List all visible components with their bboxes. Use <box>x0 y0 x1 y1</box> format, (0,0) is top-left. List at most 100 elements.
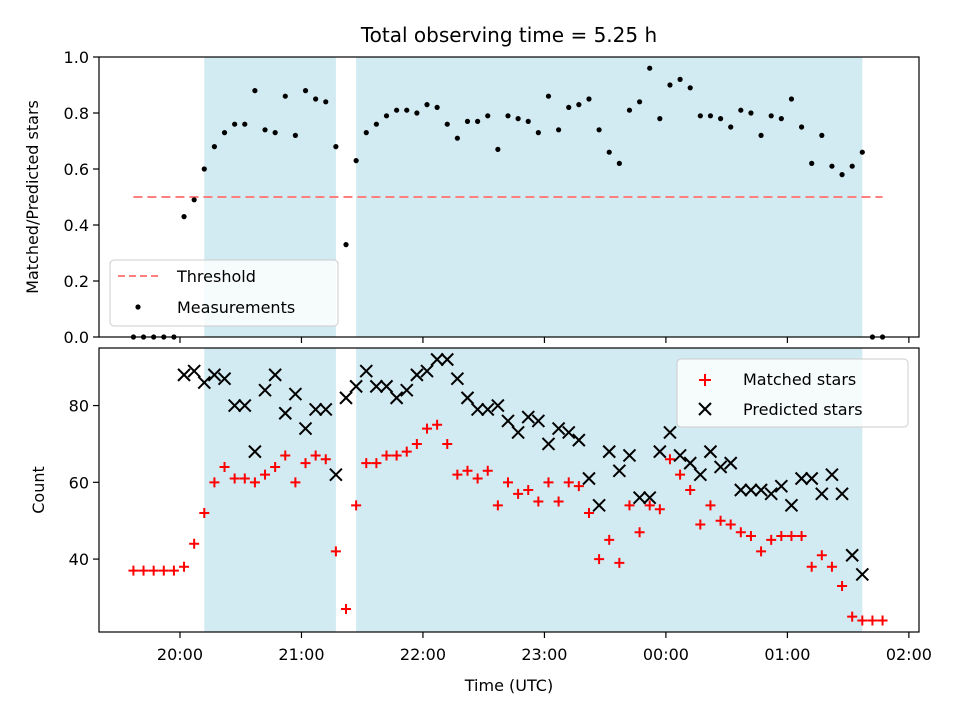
matched-star-point <box>209 477 220 488</box>
measurement-point <box>809 160 815 166</box>
predicted-star-point <box>744 483 758 497</box>
measurement-point <box>242 121 248 127</box>
chart-title: Total observing time = 5.25 h <box>360 23 657 47</box>
predicted-star-point <box>643 490 657 505</box>
matched-star-point <box>523 485 534 495</box>
predicted-star-point <box>734 483 748 497</box>
matched-star-point <box>583 508 594 519</box>
predicted-star-point <box>238 398 252 413</box>
predicted-star-point <box>187 364 201 378</box>
measurement-point <box>464 118 471 124</box>
matched-star-point <box>330 546 341 557</box>
measurement-point <box>586 96 592 102</box>
measurement-point <box>353 158 359 164</box>
bottom-y-ticks: 40 60 80 <box>69 397 99 569</box>
matched-star-point <box>705 500 716 511</box>
predicted-star-point <box>541 437 556 451</box>
matched-star-point <box>664 454 675 465</box>
matched-star-point <box>351 500 362 511</box>
matched-star-point <box>563 477 574 488</box>
predicted-star-point <box>815 487 829 501</box>
matched-star-point <box>654 504 665 515</box>
matched-star-point <box>432 419 443 430</box>
measurement-point <box>768 113 774 119</box>
matched-star-point <box>219 461 230 472</box>
predicted-star-point <box>481 402 495 417</box>
predicted-star-point <box>653 444 667 459</box>
predicted-star-point <box>602 444 616 459</box>
predicted-star-point <box>460 391 475 405</box>
matched-star-point <box>128 565 139 576</box>
top-y-axis-label: Matched/Predicted stars <box>23 100 42 294</box>
matched-star-point <box>492 500 503 511</box>
predicted-star-point <box>612 464 627 478</box>
predicted-star-point <box>319 402 333 417</box>
matched-star-point <box>786 531 797 542</box>
matched-star-point <box>847 611 858 622</box>
measurement-point <box>505 113 511 119</box>
matched-star-point <box>796 531 807 542</box>
measurement-point <box>788 96 795 102</box>
measurement-point <box>778 116 784 122</box>
predicted-star-point <box>470 402 485 417</box>
matched-star-point <box>260 469 271 480</box>
measurement-point <box>444 121 450 127</box>
matched-star-point <box>452 469 463 480</box>
measurement-point <box>424 102 430 108</box>
predicted-star-point <box>632 490 647 505</box>
shaded-interval-0 <box>204 348 336 632</box>
matched-star-point <box>199 508 210 519</box>
predicted-star-point <box>369 379 384 394</box>
measurements-points <box>130 65 886 340</box>
measurement-point <box>272 130 278 136</box>
matched-star-point <box>502 477 513 488</box>
measurement-point <box>829 163 835 169</box>
predicted-star-point <box>359 364 373 378</box>
measurement-point <box>647 65 653 71</box>
predicted-star-point <box>268 368 282 382</box>
matched-star-point <box>644 500 655 511</box>
measurement-point <box>373 121 379 127</box>
measurement-point <box>616 160 622 166</box>
measurement-point <box>485 113 491 119</box>
x-tick-label: 02:00 <box>886 645 932 664</box>
predicted-star-point <box>845 548 859 562</box>
measurement-point <box>221 130 228 136</box>
predicted-star-point <box>531 414 546 428</box>
matched-star-point <box>756 546 767 557</box>
predicted-star-point <box>410 368 424 382</box>
matched-star-point <box>513 488 524 499</box>
matched-star-point <box>867 615 878 626</box>
predicted-star-point <box>329 467 343 482</box>
predicted-star-point <box>703 444 718 459</box>
predicted-star-point <box>450 371 465 386</box>
matched-star-point <box>239 473 250 484</box>
legend-measurements-label: Measurements <box>177 298 295 317</box>
matched-star-point <box>249 477 260 488</box>
matched-star-point <box>168 565 179 576</box>
measurement-point <box>404 107 410 113</box>
matched-star-point <box>826 561 837 572</box>
matched-star-point <box>877 615 888 626</box>
y-tick-label: 60 <box>69 473 89 492</box>
x-tick-label: 20:00 <box>157 645 203 664</box>
predicted-star-point <box>764 487 778 501</box>
matched-star-point <box>290 477 301 488</box>
y-tick-label: 0.4 <box>64 216 89 235</box>
measurement-point <box>758 132 764 138</box>
measurement-point <box>566 104 572 110</box>
matched-star-point <box>857 615 868 626</box>
matched-star-point <box>148 565 159 576</box>
matched-star-point <box>543 477 554 488</box>
measurement-point <box>201 166 207 172</box>
legend-predicted-swatch <box>698 402 712 416</box>
predicted-star-point <box>784 498 799 513</box>
bottom-legend: Matched stars Predicted stars <box>676 358 909 428</box>
matched-star-point <box>361 458 372 469</box>
predicted-star-point <box>582 471 596 486</box>
matched-star-point <box>594 554 605 565</box>
matched-star-point <box>411 438 422 449</box>
predicted-stars-points <box>177 352 870 582</box>
legend-measurements-swatch <box>135 304 141 310</box>
